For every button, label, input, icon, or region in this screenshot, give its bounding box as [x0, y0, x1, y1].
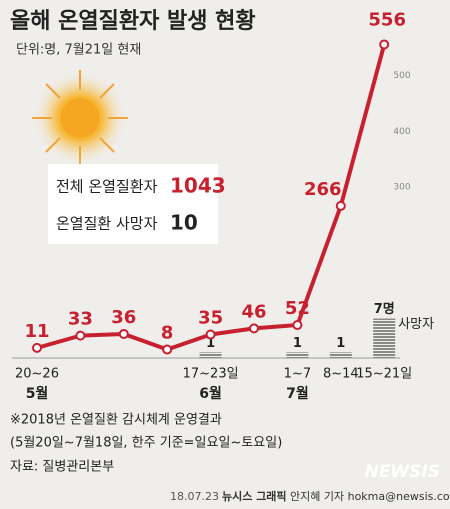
legend-label: 사망자 [398, 317, 434, 332]
value-label: 35 [198, 308, 223, 329]
point [292, 320, 303, 331]
death-label: 1 [206, 336, 215, 351]
footer-author: 안지혜 기자 hokma@newsis.com [290, 490, 450, 503]
info-box: 전체 온열질환자 1043 온열질환 사망자 10 [48, 164, 226, 244]
info-value: 1043 [170, 174, 226, 198]
y-tick-label: 500 [393, 71, 410, 81]
death-bar [286, 352, 309, 358]
info-label: 온열질환 사망자 [56, 215, 158, 233]
point [32, 342, 42, 353]
source: 자료: 질병관리본부 [10, 460, 114, 475]
month-label: 6월 [199, 385, 222, 402]
value-label: 52 [285, 298, 310, 319]
value-label: 556 [368, 9, 406, 30]
info-value: 10 [170, 211, 198, 235]
title: 올해 온열질환자 발생 현황 [10, 9, 256, 34]
death-label: 7명 [374, 301, 395, 317]
x-tick-label: 17~23일 [183, 367, 239, 382]
death-label: 1 [293, 336, 302, 351]
point [249, 323, 259, 334]
value-label: 33 [68, 309, 93, 330]
death-bar [329, 352, 352, 358]
month-label: 7월 [286, 385, 309, 402]
point [75, 330, 86, 341]
point [335, 200, 346, 211]
footer-date: 18.07.23 [170, 490, 219, 503]
point [379, 39, 390, 50]
point [118, 328, 129, 339]
note: ※2018년 온열질환 감시체계 운영결과 [10, 413, 222, 428]
info-label: 전체 온열질환자 [56, 178, 158, 196]
death-bar [199, 352, 222, 358]
subtitle: 단위:명, 7월21일 현재 [16, 43, 141, 58]
note: (5월20일~7월18일, 한주 기준=일요일~토요일) [10, 436, 282, 451]
sun [32, 70, 128, 166]
death-bar [373, 318, 396, 358]
point [162, 344, 173, 355]
logo: NEWSIS [365, 462, 440, 482]
point [205, 329, 216, 340]
value-label: 266 [304, 179, 342, 200]
y-tick-label: 300 [393, 183, 410, 193]
x-tick-label: 1~7 [284, 367, 311, 382]
month-label: 5월 [26, 385, 49, 402]
value-label: 8 [161, 323, 174, 344]
footer-agency: 뉴시스 그래픽 [222, 489, 287, 503]
value-label: 11 [24, 321, 49, 342]
value-label: 46 [241, 301, 266, 322]
x-tick-label: 20~26 [15, 367, 59, 382]
value-label: 36 [111, 307, 136, 328]
x-tick-label: 15~21일 [356, 367, 412, 382]
y-tick-label: 400 [393, 127, 410, 137]
death-label: 1 [336, 336, 345, 351]
x-tick-label: 8~14 [323, 367, 359, 382]
